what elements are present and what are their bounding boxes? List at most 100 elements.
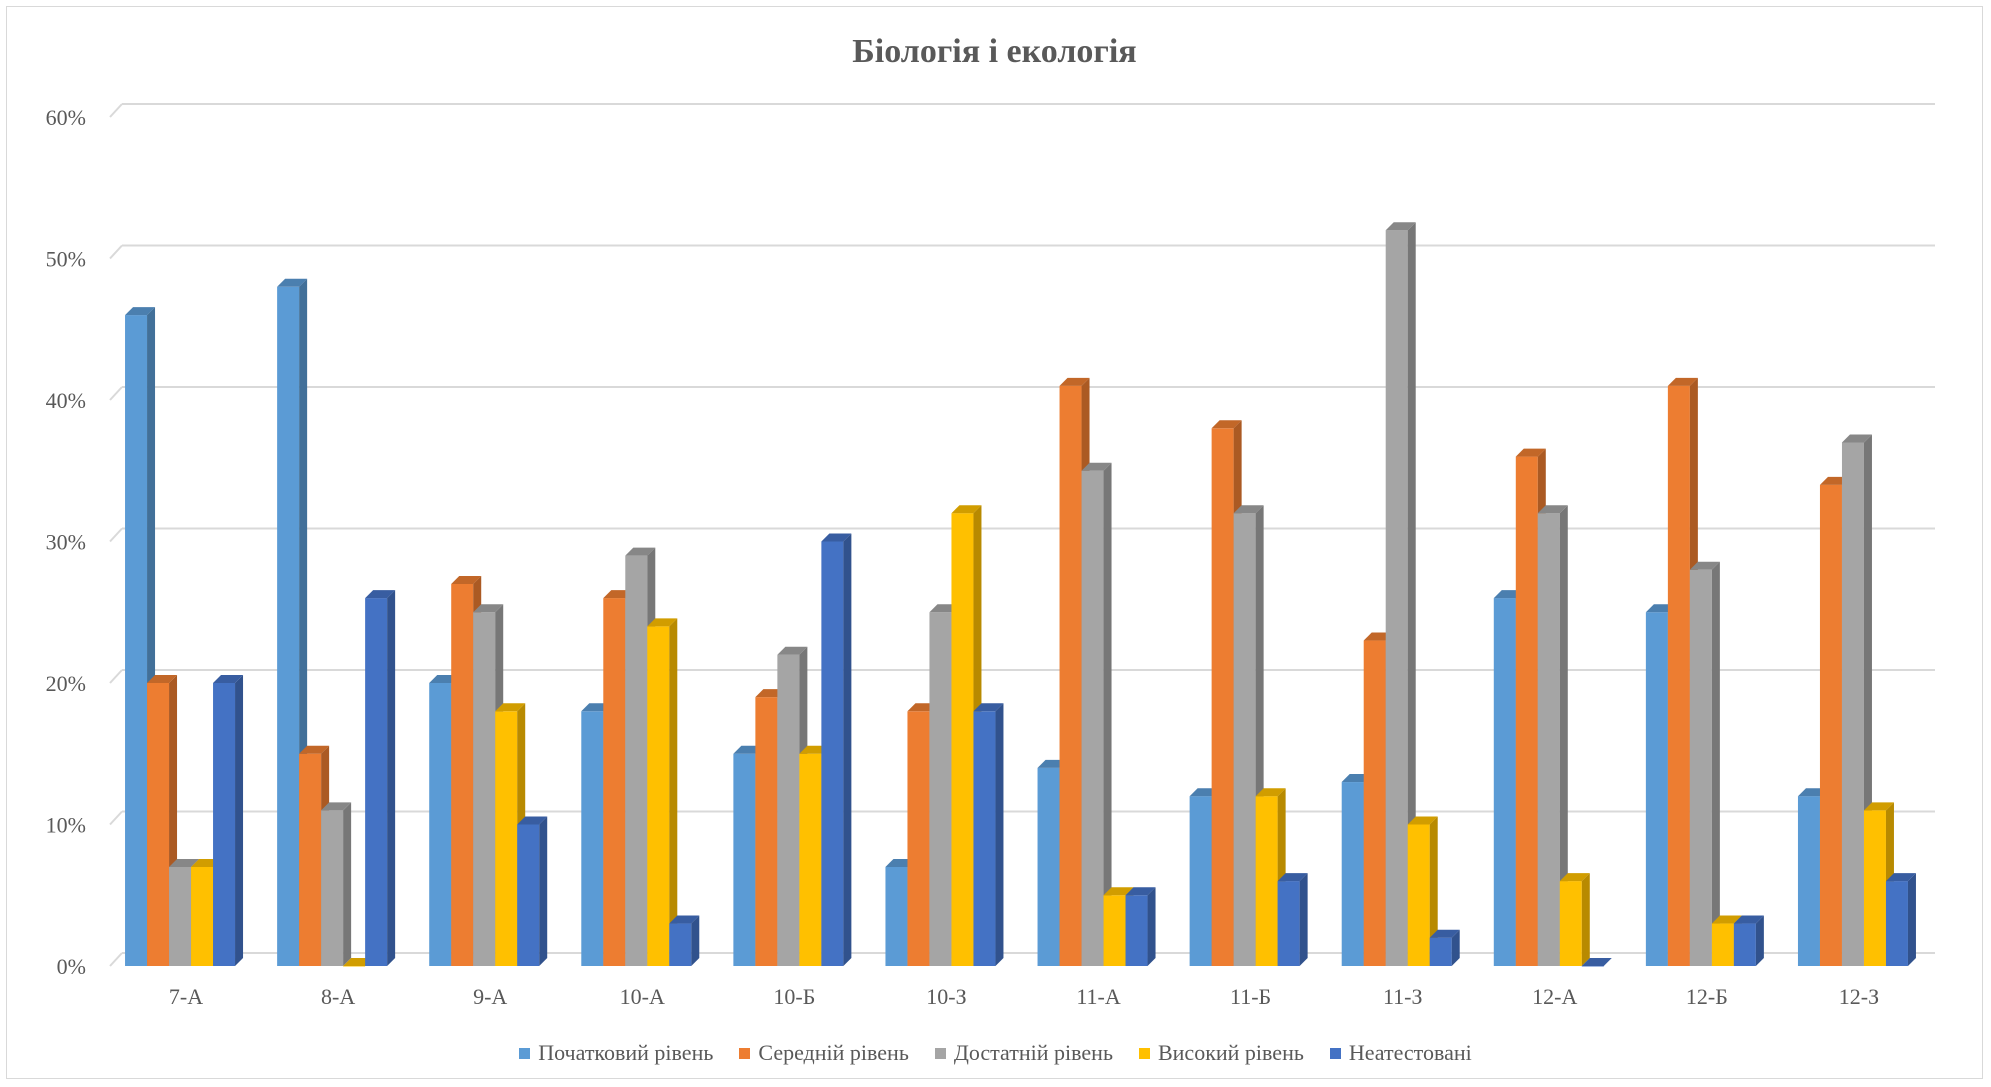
- bar-top: [669, 915, 700, 924]
- bar: [1733, 923, 1756, 966]
- bar-top: [1277, 873, 1308, 882]
- bar-side: [1907, 873, 1916, 966]
- bar-top: [213, 675, 244, 683]
- y-tick-label: 50%: [46, 247, 86, 272]
- bar-top: [1559, 873, 1590, 882]
- bar: [1819, 484, 1842, 966]
- y-axis-ticks: 0% 10% 20% 30% 40% 50% 60%: [46, 105, 86, 979]
- bar-side: [387, 590, 396, 966]
- bar-side: [235, 675, 244, 966]
- bar: [1059, 385, 1082, 967]
- bar: [495, 711, 518, 966]
- gridlines: [109, 103, 1935, 967]
- bar-side: [1581, 873, 1590, 966]
- bar: [213, 683, 236, 966]
- bar: [647, 626, 670, 966]
- bar: [1103, 895, 1126, 966]
- bar-top: [777, 646, 808, 655]
- bar: [885, 866, 908, 966]
- bar: [1885, 881, 1908, 966]
- legend-item: Високий рівень: [1138, 1040, 1304, 1066]
- bar-top: [1515, 448, 1546, 457]
- bar: [343, 966, 366, 967]
- bar: [799, 753, 822, 966]
- legend-item: Достатній рівень: [934, 1040, 1113, 1066]
- bar-side: [539, 816, 548, 966]
- bar-top: [147, 675, 178, 683]
- bar: [907, 711, 930, 966]
- bar: [1863, 810, 1886, 966]
- x-tick-label: 7-А: [169, 984, 203, 1009]
- legend-item: Початковий рівень: [519, 1040, 713, 1066]
- bar-top: [1863, 802, 1894, 811]
- bar-side: [995, 703, 1004, 966]
- bar-top: [1385, 222, 1416, 231]
- bar-top: [1407, 816, 1438, 825]
- bar: [581, 711, 604, 966]
- bar: [1429, 937, 1452, 966]
- bar-top: [299, 745, 330, 754]
- bar: [1037, 767, 1060, 966]
- gridline-stub: [109, 386, 123, 401]
- y-tick-label: 60%: [46, 105, 86, 130]
- legend-swatch: [1138, 1047, 1150, 1059]
- bar-top: [1429, 929, 1460, 938]
- bar-top: [625, 547, 656, 556]
- bar-side: [1429, 816, 1438, 966]
- legend-label: Високий рівень: [1157, 1040, 1304, 1065]
- x-tick-label: 11-З: [1383, 984, 1423, 1009]
- gridline-stub: [109, 527, 123, 543]
- bar: [669, 923, 692, 966]
- bar: [777, 654, 800, 966]
- bar: [1667, 385, 1690, 967]
- bar: [951, 513, 974, 966]
- bar: [821, 541, 844, 966]
- bar: [1537, 513, 1560, 966]
- x-tick-label: 11-Б: [1230, 984, 1271, 1009]
- bar-top: [1059, 377, 1090, 386]
- bar-top: [1211, 420, 1242, 429]
- bar-side: [343, 802, 352, 966]
- bar-side: [1755, 915, 1764, 966]
- bar-top: [1125, 887, 1156, 896]
- bar: [755, 697, 778, 966]
- bar: [973, 711, 996, 966]
- x-tick-label: 10-Б: [773, 984, 815, 1009]
- bar-top: [495, 703, 526, 712]
- bar: [1559, 881, 1582, 966]
- bar: [147, 683, 170, 966]
- bar: [1581, 966, 1604, 967]
- y-tick-label: 40%: [46, 388, 86, 413]
- bar: [1189, 796, 1212, 966]
- bar-top: [321, 802, 352, 811]
- x-tick-label: 8-А: [321, 984, 355, 1009]
- bar: [1689, 569, 1712, 966]
- legend-label: Достатній рівень: [953, 1040, 1113, 1065]
- bar: [1363, 640, 1386, 966]
- bar-top: [647, 618, 678, 627]
- bar: [1233, 513, 1256, 966]
- gridline-stub: [109, 103, 123, 118]
- bar: [1341, 782, 1364, 966]
- bar: [191, 866, 214, 966]
- bar-top: [169, 858, 200, 867]
- bar-side: [1559, 505, 1568, 966]
- bar-side: [843, 533, 852, 966]
- bar-top: [1233, 505, 1264, 514]
- bar: [1515, 456, 1538, 966]
- bar: [929, 612, 952, 966]
- bar-side: [1147, 887, 1156, 966]
- y-tick-label: 20%: [46, 671, 86, 696]
- bar: [1385, 230, 1408, 966]
- bar-top: [1537, 505, 1568, 514]
- bar: [1645, 612, 1668, 966]
- bar-top: [973, 703, 1004, 712]
- legend-item: Середній рівень: [739, 1040, 909, 1066]
- x-tick-label: 9-А: [473, 984, 507, 1009]
- chart-title: Біологія і екологія: [852, 33, 1137, 70]
- bar-top: [473, 604, 504, 613]
- bar-top: [821, 533, 852, 542]
- bar-side: [1407, 222, 1416, 966]
- bar: [625, 555, 648, 966]
- bar-side: [1299, 873, 1308, 966]
